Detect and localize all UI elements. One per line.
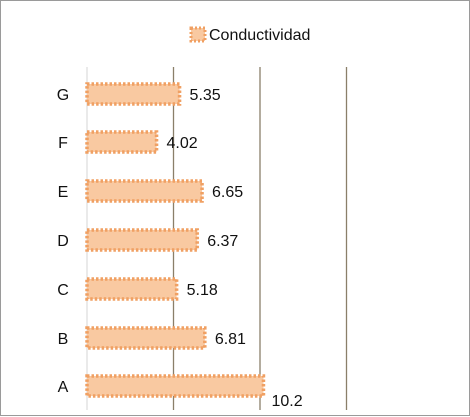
legend-swatch — [189, 26, 207, 43]
bars — [85, 82, 266, 398]
bar-F — [85, 130, 159, 154]
category-label-G: G — [57, 87, 69, 104]
category-label-B: B — [58, 331, 69, 348]
category-label-E: E — [58, 184, 69, 201]
category-label-D: D — [57, 233, 69, 250]
bar-B — [85, 326, 207, 350]
value-label-C: 5.18 — [187, 282, 218, 299]
legend-label: Conductividad — [209, 27, 310, 44]
value-label-A: 10.2 — [271, 393, 302, 410]
value-labels: 10.2 6.81 5.18 6.37 6.65 4.02 5.35 — [167, 87, 303, 410]
legend: Conductividad — [189, 26, 310, 44]
category-labels: A B C D E F G — [57, 87, 69, 396]
value-label-G: 5.35 — [190, 87, 221, 104]
bar-D — [85, 228, 199, 252]
category-label-A: A — [58, 379, 69, 396]
value-label-D: 6.37 — [207, 233, 238, 250]
bar-E — [85, 179, 204, 203]
category-label-F: F — [58, 135, 68, 152]
value-label-E: 6.65 — [212, 184, 243, 201]
value-label-B: 6.81 — [215, 331, 246, 348]
value-label-F: 4.02 — [167, 135, 198, 152]
category-label-C: C — [57, 282, 69, 299]
bar-G — [85, 82, 182, 106]
bar-A — [85, 374, 266, 398]
bar-C — [85, 277, 179, 301]
